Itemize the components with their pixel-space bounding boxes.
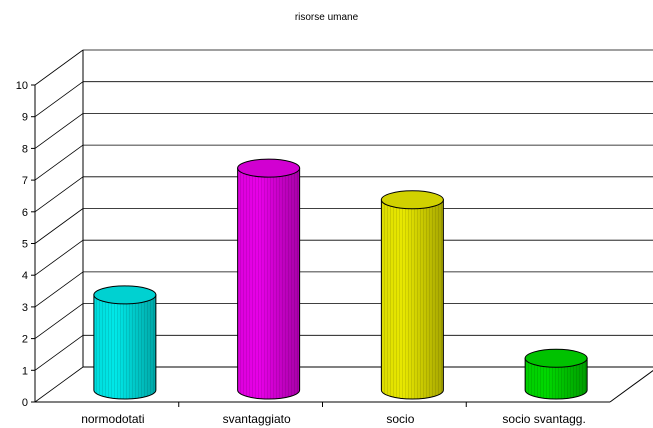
x-tick-label: socio svantagg.: [502, 412, 585, 426]
bar-texture: [237, 168, 300, 399]
x-tick-label: svantaggiato: [223, 412, 291, 426]
bar-top: [93, 285, 157, 305]
bar-cylinder: [380, 190, 444, 400]
gridline-side: [34, 303, 84, 339]
bar-cylinder: [524, 348, 588, 400]
bar-top: [237, 158, 301, 178]
gridline-side: [34, 81, 84, 118]
floor-right-edge: [609, 370, 653, 403]
bar-top: [380, 190, 444, 210]
x-tick-label: normodotati: [81, 412, 144, 426]
gridline-side: [34, 334, 84, 371]
bar-texture: [93, 294, 156, 399]
y-tick-label: 0: [22, 397, 28, 409]
y-tick-label: 3: [22, 302, 28, 314]
gridline-side: [34, 144, 84, 181]
bar-texture: [525, 358, 588, 399]
y-tick-label: 6: [22, 207, 28, 219]
x-tick-label: socio: [386, 412, 414, 426]
gridline-side: [34, 49, 84, 86]
bar-texture: [381, 199, 444, 399]
y-tick-label: 9: [22, 112, 28, 124]
gridline-side: [34, 239, 84, 276]
gridline-side: [34, 366, 84, 403]
gridline-side: [34, 176, 84, 213]
y-tick-label: 8: [22, 143, 28, 155]
y-tick-label: 2: [22, 334, 28, 346]
y-tick-label: 10: [16, 80, 28, 92]
bar-cylinder: [93, 285, 157, 400]
bar-cylinder: [237, 158, 301, 400]
gridline-side: [34, 208, 84, 244]
gridline-side: [34, 271, 84, 308]
y-tick-label: 1: [22, 365, 28, 377]
gridline-side: [34, 113, 84, 149]
y-tick-label: 5: [22, 239, 28, 251]
chart-title: risorse umane: [294, 12, 359, 23]
y-tick-label: 7: [22, 175, 28, 187]
y-tick-label: 4: [22, 270, 28, 282]
bar-top: [524, 348, 588, 368]
